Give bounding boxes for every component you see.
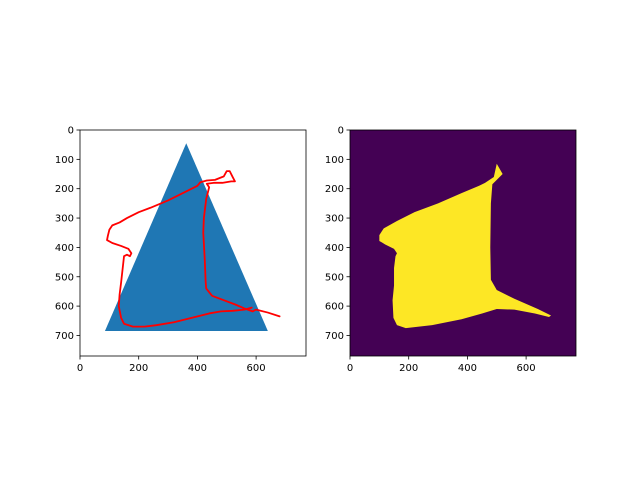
- left-x-tick-label: 200: [129, 363, 148, 374]
- left-image-triangle: [104, 143, 268, 332]
- left-y-tick-label: 400: [55, 243, 74, 254]
- right-y-tick-label: 100: [325, 155, 344, 166]
- right-y-tick-label: 700: [325, 331, 344, 342]
- right-y-tick-label: 200: [325, 184, 344, 195]
- left-x-tick-label: 600: [247, 363, 266, 374]
- left-y-tick-label: 300: [55, 214, 74, 225]
- left-y-ticks: 0 100 200 300 400 500 600 700: [55, 126, 80, 342]
- right-x-tick-label: 200: [399, 363, 418, 374]
- right-y-tick-label: 0: [338, 126, 344, 137]
- left-y-tick-label: 500: [55, 272, 74, 283]
- left-axes-frame: [79, 129, 307, 357]
- left-y-tick-label: 700: [55, 331, 74, 342]
- left-axes: 0 200 400 600 0 100 200 300 400 500 600 700: [55, 126, 307, 374]
- right-y-tick-label: 500: [325, 272, 344, 283]
- right-x-tick-label: 600: [517, 363, 536, 374]
- left-red-trajectory-line: [106, 170, 281, 328]
- right-y-tick-label: 300: [325, 214, 344, 225]
- right-y-tick-label: 600: [325, 302, 344, 313]
- right-axes: 0 200 400 600 0 100 200 300 400 500 600 700: [325, 126, 577, 374]
- right-y-ticks: 0 100 200 300 400 500 600 700: [325, 126, 350, 342]
- left-y-tick-label: 0: [68, 126, 74, 137]
- right-heatmap-mask-region: [379, 163, 552, 329]
- right-axes-frame: [349, 129, 577, 357]
- right-x-ticks: 0 200 400 600: [347, 356, 536, 374]
- left-y-tick-label: 100: [55, 155, 74, 166]
- left-x-ticks: 0 200 400 600: [77, 356, 266, 374]
- right-x-tick-label: 0: [347, 363, 353, 374]
- left-y-tick-label: 200: [55, 184, 74, 195]
- right-y-tick-label: 400: [325, 243, 344, 254]
- right-x-tick-label: 400: [458, 363, 477, 374]
- left-x-tick-label: 0: [77, 363, 83, 374]
- left-x-tick-label: 400: [188, 363, 207, 374]
- left-y-tick-label: 600: [55, 302, 74, 313]
